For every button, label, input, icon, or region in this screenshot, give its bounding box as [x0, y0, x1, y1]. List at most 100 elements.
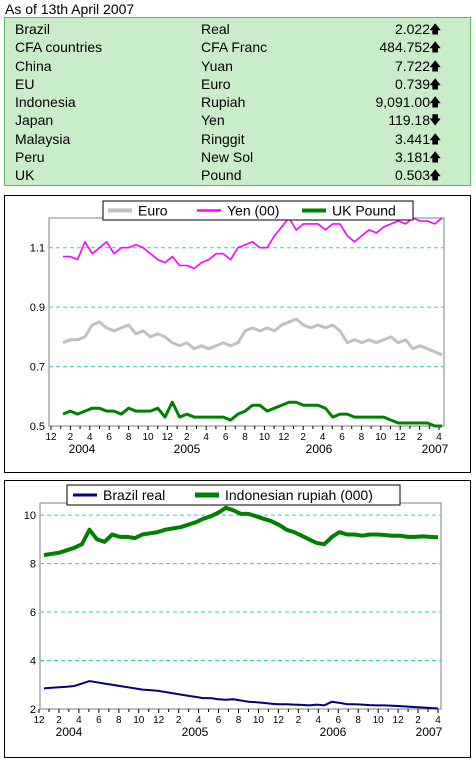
series-line-indonesian-rupiah-000	[43, 505, 439, 558]
x-tick-label: 2	[176, 715, 182, 726]
rate-currency: Pound	[201, 167, 242, 184]
rate-currency: Rupiah	[201, 94, 246, 111]
arrow-up-icon: 🡅	[429, 95, 442, 110]
rate-country: Indonesia	[15, 94, 76, 111]
x-tick-label: 2	[415, 715, 421, 726]
y-tick-label: 4	[30, 656, 36, 668]
y-tick-label: 0.5	[30, 421, 45, 433]
year-label: 2007	[422, 442, 449, 456]
rate-country: China	[15, 57, 52, 74]
arrow-up-icon: 🡅	[429, 22, 442, 36]
x-tick-label: 2	[300, 432, 306, 443]
rate-row: CFA countries CFA Franc 484.752 🡅	[9, 38, 466, 56]
x-tick-label: 10	[142, 432, 154, 443]
rate-currency: New Sol	[201, 149, 254, 166]
x-tick-label: 12	[45, 432, 57, 443]
rate-country: Japan	[15, 112, 54, 129]
y-tick-label: 0.9	[30, 302, 45, 314]
x-tick-label: 4	[196, 715, 202, 726]
year-label: 2007	[416, 725, 443, 739]
x-tick-label: 8	[116, 715, 122, 726]
x-tick-label: 10	[253, 715, 265, 726]
arrow-up-icon: 🡅	[429, 131, 442, 146]
rate-row: Peru New Sol 3.181 🡅	[9, 148, 466, 166]
x-tick-label: 4	[203, 432, 209, 443]
arrow-up-icon: 🡅	[429, 58, 442, 73]
rate-currency: Euro	[201, 75, 231, 92]
year-label: 2006	[306, 442, 333, 456]
x-tick-label: 2	[296, 715, 302, 726]
rate-currency: Real	[201, 21, 230, 37]
rate-value: 119.18	[388, 112, 430, 129]
series-line-euro	[62, 317, 443, 357]
x-tick-label: 6	[96, 715, 102, 726]
x-tick-label: 8	[126, 432, 132, 443]
legend-label: Yen (00)	[227, 203, 279, 219]
arrow-up-icon: 🡅	[429, 150, 442, 165]
x-tick-label: 6	[223, 432, 229, 443]
x-tick-label: 4	[435, 715, 441, 726]
x-tick-label: 10	[133, 715, 145, 726]
year-label: 2004	[69, 442, 96, 456]
x-tick-label: 10	[259, 432, 271, 443]
year-label: 2005	[182, 725, 209, 739]
rate-currency: Yuan	[201, 57, 233, 74]
x-tick-label: 2	[68, 432, 74, 443]
arrow-up-icon: 🡅	[429, 76, 442, 91]
rate-row: Malaysia Ringgit 3.441 🡅	[9, 130, 466, 148]
x-tick-label: 2	[56, 715, 62, 726]
x-tick-label: 12	[33, 715, 45, 726]
rate-value: 2.022	[394, 21, 430, 37]
y-tick-label: 1.1	[30, 243, 45, 255]
rate-row: China Yuan 7.722 🡅	[9, 57, 466, 75]
x-tick-label: 10	[373, 715, 385, 726]
arrow-down-icon: 🡇	[429, 113, 442, 128]
chart-panel-real-rupiah: 2 4 6 8 10 12 2 4 6 8 10 12 2 4 6 8 10 12 2 4 6 8 10 12 2 4 2004 20…	[4, 480, 471, 758]
rate-country: Malaysia	[15, 130, 71, 147]
rate-row: EU Euro 0.739 🡅	[9, 75, 466, 93]
legend-label: UK Pound	[332, 203, 396, 219]
year-label: 2005	[174, 442, 201, 456]
rate-currency: Yen	[201, 112, 225, 129]
x-tick-label: 8	[359, 432, 365, 443]
x-tick-label: 6	[216, 715, 222, 726]
series-line-uk-pound	[62, 400, 442, 428]
x-tick-label: 12	[278, 432, 290, 443]
rate-row: UK Pound 0.503 🡅	[9, 166, 466, 184]
exchange-rate-table: Brazil Real 2.022 🡅 CFA countries CFA Franc 48…	[4, 17, 471, 186]
rate-value: 7.722	[394, 57, 430, 74]
rate-currency: CFA Franc	[201, 39, 268, 56]
x-tick-label: 12	[273, 715, 285, 726]
x-tick-label: 12	[153, 715, 165, 726]
rate-country: CFA countries	[15, 39, 103, 56]
x-tick-label: 10	[375, 432, 387, 443]
series-line-brazil-real	[43, 680, 439, 710]
x-tick-label: 6	[106, 432, 112, 443]
rate-currency: Ringgit	[201, 130, 245, 147]
y-tick-label: 0.7	[30, 362, 45, 374]
x-tick-label: 4	[76, 715, 82, 726]
x-tick-label: 12	[393, 715, 405, 726]
legend-box	[102, 200, 414, 221]
x-tick-label: 8	[242, 432, 248, 443]
series-line-yen-00	[63, 217, 443, 270]
y-tick-label: 10	[24, 510, 36, 522]
x-tick-label: 2	[184, 432, 190, 443]
arrow-up-icon: 🡅	[429, 40, 442, 55]
rate-country: Peru	[15, 149, 45, 166]
x-tick-label: 4	[320, 432, 326, 443]
x-tick-label: 4	[316, 715, 322, 726]
rate-value: 9,091.00	[375, 94, 431, 111]
chart-panel-euro-yen-pound: 0.5 0.7 0.9 1.1 12 2 4 6 8 10 12 2 4 6 8 10 12 2 4 6 8 10 12 2 4…	[4, 195, 471, 473]
rate-country: UK	[15, 167, 35, 184]
x-tick-label: 4	[87, 432, 93, 443]
rate-value: 0.503	[394, 167, 430, 184]
x-tick-label: 12	[162, 432, 174, 443]
x-tick-label: 8	[355, 715, 361, 726]
arrow-up-icon: 🡅	[429, 168, 442, 183]
x-tick-label: 12	[395, 432, 407, 443]
chart-euro-yen-pound: 0.5 0.7 0.9 1.1 12 2 4 6 8 10 12 2 4 6 8 10 12 2 4 6 8 10 12 2 4…	[30, 200, 449, 456]
x-tick-label: 8	[236, 715, 242, 726]
legend-label: Brazil real	[103, 487, 165, 503]
